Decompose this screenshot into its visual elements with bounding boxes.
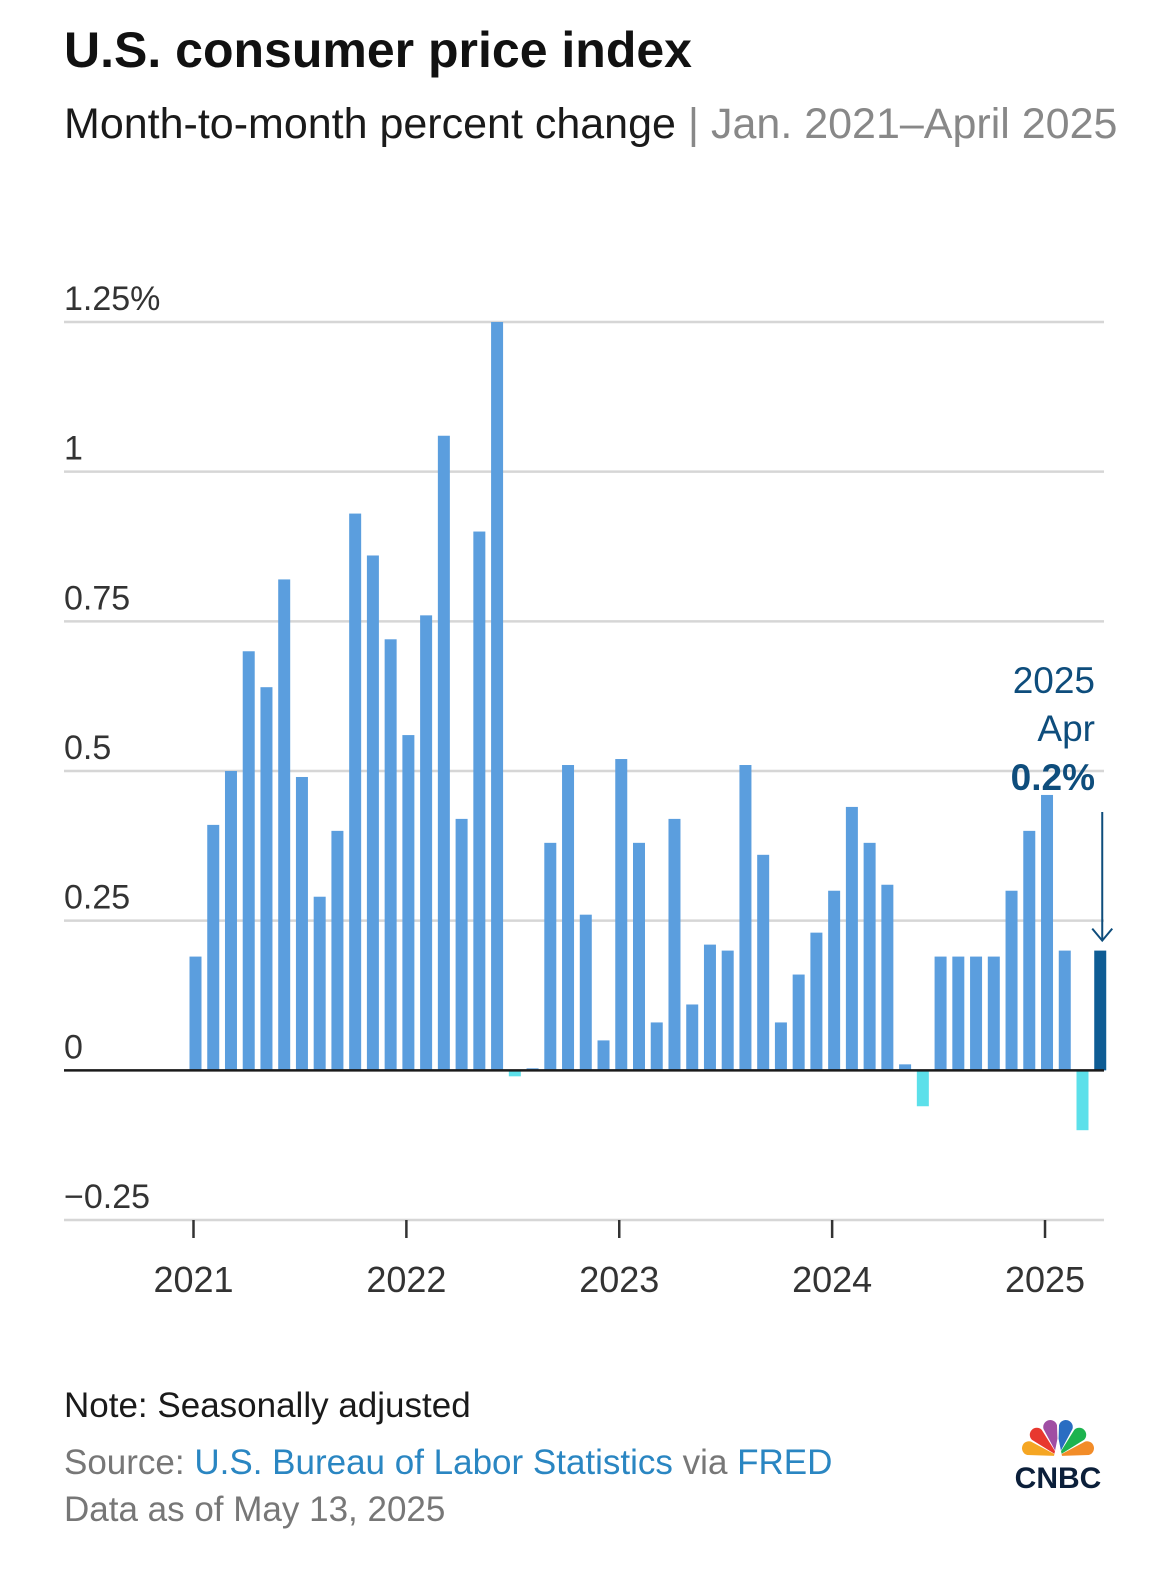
bar <box>916 1070 929 1107</box>
bar <box>668 818 681 1071</box>
cpi-bar-chart: −0.25 0 0.25 0.5 0.75 1 1.25% 2021 2022 2023 2024 2… <box>64 280 1114 1300</box>
peacock-feather <box>1029 1427 1058 1456</box>
subtitle-main: Month-to-month percent change <box>64 100 676 148</box>
bar <box>899 1064 912 1071</box>
source-fred-link[interactable]: FRED <box>737 1443 833 1482</box>
bar <box>721 950 734 1071</box>
bar <box>420 615 433 1071</box>
source-bls-link[interactable]: U.S. Bureau of Labor Statistics <box>194 1443 673 1482</box>
bar <box>207 824 220 1071</box>
source-line: Source: U.S. Bureau of Labor Statistics … <box>64 1441 832 1485</box>
peacock-feather <box>1022 1441 1058 1456</box>
bar <box>189 956 202 1071</box>
y-tick-label: 0 <box>64 1028 83 1066</box>
bar <box>1076 1070 1089 1131</box>
bar <box>455 818 468 1071</box>
bar <box>934 956 947 1071</box>
bar <box>987 956 1000 1071</box>
x-tick-label: 2021 <box>153 1259 233 1300</box>
annotation-value: 0.2% <box>1011 757 1095 798</box>
bar <box>810 932 823 1071</box>
latest-value-annotation: 2025 Apr 0.2% <box>1011 660 1114 943</box>
x-tick-label: 2023 <box>579 1259 659 1300</box>
bar <box>349 513 362 1071</box>
bar <box>224 771 237 1071</box>
bar <box>313 896 326 1071</box>
bar <box>437 435 450 1071</box>
x-tick-label: 2024 <box>792 1259 872 1300</box>
annotation-year: 2025 <box>1013 660 1095 701</box>
y-tick-label: 1 <box>64 430 83 468</box>
bar <box>757 854 770 1071</box>
peacock-feather <box>1043 1420 1058 1456</box>
bar <box>952 956 965 1071</box>
data-as-of: Data as of May 13, 2025 <box>64 1490 446 1529</box>
y-tick-label: 0.5 <box>64 729 111 767</box>
bar <box>970 956 983 1071</box>
bar <box>597 1040 610 1071</box>
x-tick-label: 2022 <box>366 1259 446 1300</box>
footnote: Note: Seasonally adjusted <box>64 1386 471 1425</box>
bar <box>278 579 291 1071</box>
bar <box>242 651 255 1071</box>
bar <box>402 735 415 1071</box>
annotation-month: Apr <box>1037 708 1095 749</box>
bar <box>384 639 397 1071</box>
bar <box>544 842 557 1071</box>
axes: −0.25 0 0.25 0.5 0.75 1 1.25% 2021 2022 2023 2024 2… <box>64 280 1104 1300</box>
subtitle-separator: | <box>675 100 711 148</box>
peacock-icon <box>1022 1420 1094 1456</box>
bar <box>863 842 876 1071</box>
bar <box>331 830 344 1071</box>
bar <box>828 890 841 1071</box>
bar <box>366 555 379 1071</box>
bar <box>792 974 805 1071</box>
gridlines <box>64 320 1104 1222</box>
bar <box>615 759 628 1071</box>
bar <box>633 842 645 1071</box>
annotation-arrow-head <box>1091 927 1114 943</box>
bars <box>189 322 1107 1131</box>
peacock-feather <box>1058 1420 1073 1456</box>
peacock-body <box>1054 1436 1062 1456</box>
bar <box>845 806 858 1071</box>
bar <box>703 944 716 1071</box>
subtitle-date-range: Jan. 2021–April 2025 <box>711 100 1118 148</box>
chart-title: U.S. consumer price index <box>64 22 692 78</box>
bar <box>260 687 273 1071</box>
x-tick-label: 2025 <box>1005 1259 1085 1300</box>
bar <box>774 1022 787 1071</box>
bar <box>1058 950 1071 1071</box>
y-tick-label: −0.25 <box>64 1178 150 1216</box>
bar <box>739 765 752 1071</box>
chart-subtitle: Month-to-month percent change | Jan. 202… <box>64 96 1124 152</box>
cnbc-logo: CNBC <box>1015 1420 1102 1494</box>
bar <box>1005 890 1018 1071</box>
y-tick-label: 0.75 <box>64 579 130 617</box>
bar <box>686 1004 699 1071</box>
source-prefix: Source: <box>64 1443 195 1482</box>
bar <box>579 914 592 1071</box>
bar <box>491 322 504 1071</box>
bar <box>1094 950 1107 1071</box>
bar <box>508 1070 521 1077</box>
peacock-feather <box>1058 1441 1094 1456</box>
y-tick-label: 0.25 <box>64 879 130 917</box>
bar <box>295 776 308 1071</box>
peacock-feather <box>1058 1427 1087 1456</box>
bar <box>650 1022 663 1071</box>
bar <box>1023 830 1036 1071</box>
bar <box>1041 794 1054 1071</box>
cnbc-logo-text: CNBC <box>1015 1462 1102 1494</box>
bar <box>881 884 894 1071</box>
source-via: via <box>672 1443 738 1482</box>
bar <box>473 531 486 1071</box>
y-tick-label: 1.25% <box>64 280 160 318</box>
bar <box>562 765 575 1071</box>
